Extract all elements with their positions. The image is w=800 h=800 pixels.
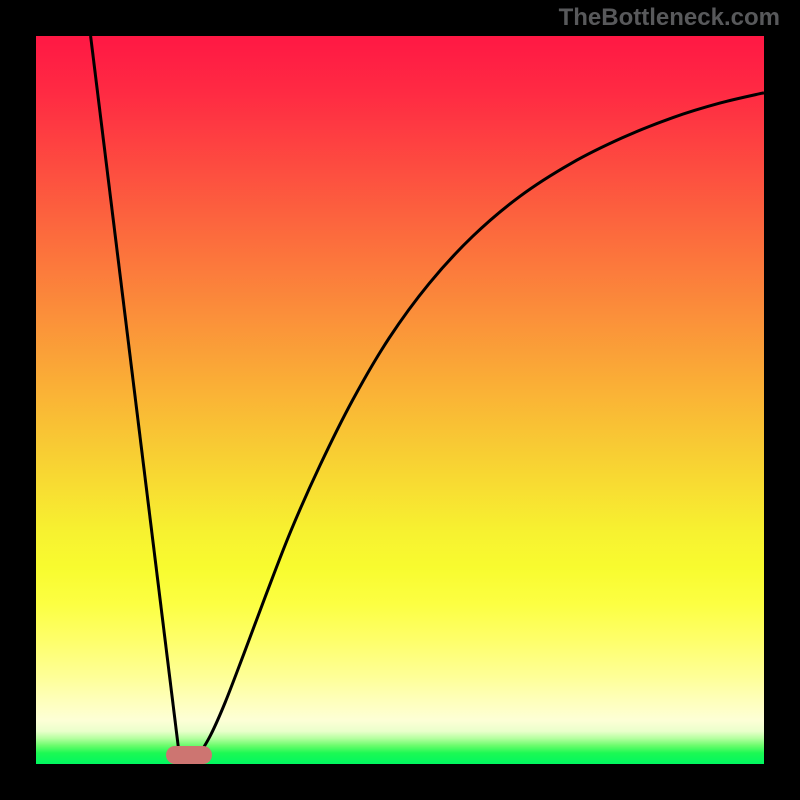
watermark-text: TheBottleneck.com: [559, 4, 780, 32]
bottleneck-curve: [36, 36, 764, 764]
chart-container: TheBottleneck.com: [0, 0, 800, 800]
plot-area: [36, 36, 764, 764]
optimal-marker: [166, 746, 212, 764]
